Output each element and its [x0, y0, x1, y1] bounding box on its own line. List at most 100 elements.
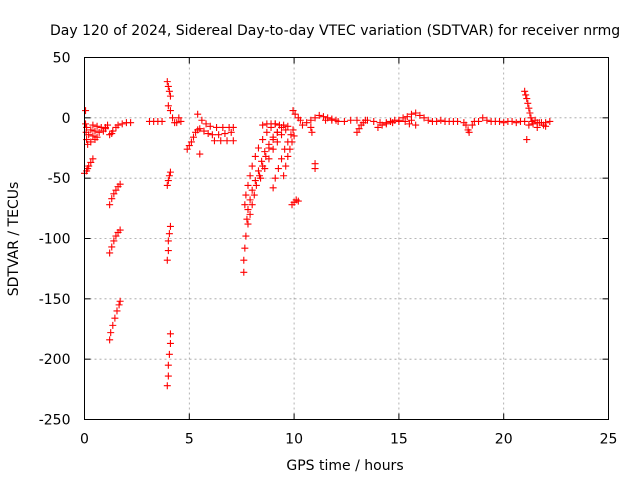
data-point-plus [525, 104, 533, 112]
x-tick-label: 15 [390, 432, 408, 448]
data-point-plus [353, 116, 361, 124]
data-point-plus [241, 201, 249, 209]
data-point-plus [244, 220, 252, 228]
data-point-plus [106, 336, 114, 344]
data-point-plus [110, 190, 118, 198]
data-point-plus [527, 114, 535, 122]
data-point-plus [113, 307, 121, 315]
data-point-plus [82, 120, 90, 128]
data-point-plus [204, 130, 212, 138]
data-point-plus [263, 128, 271, 136]
data-point-plus [82, 107, 90, 115]
data-point-plus [89, 155, 97, 163]
series-arc-02 [81, 155, 97, 177]
data-point-plus [546, 117, 554, 125]
data-point-plus [244, 181, 252, 189]
data-point-plus [533, 123, 541, 131]
series-arc-06 [106, 180, 124, 209]
data-point-plus [526, 109, 534, 117]
data-point-plus [334, 117, 342, 125]
data-point-plus [221, 130, 229, 138]
data-point-plus [108, 130, 116, 138]
data-point-plus [258, 157, 266, 165]
data-point-plus [250, 191, 258, 199]
data-point-plus [298, 121, 306, 129]
data-point-plus [382, 119, 390, 127]
data-point-plus [115, 301, 123, 309]
data-point-plus [454, 117, 462, 125]
data-point-plus [241, 244, 249, 252]
data-point-plus [246, 210, 254, 218]
data-point-plus [116, 297, 124, 305]
series-arc-35 [374, 116, 403, 131]
data-point-plus [175, 114, 183, 122]
data-point-plus [198, 116, 206, 124]
data-point-plus [248, 186, 256, 194]
data-point-plus [93, 122, 101, 130]
series-arc-37 [424, 116, 449, 125]
series-arc-27 [280, 132, 298, 180]
data-point-plus [84, 165, 92, 173]
series-arc-36 [399, 109, 428, 129]
data-point-plus [374, 123, 382, 131]
data-point-plus [265, 155, 273, 163]
data-point-plus [244, 206, 252, 214]
series-arc-17 [194, 110, 237, 131]
data-point-plus [91, 136, 99, 144]
data-point-plus [189, 133, 197, 141]
data-point-plus [259, 136, 267, 144]
data-point-plus [252, 181, 260, 189]
y-tick-labels: -250 -200 -150 -100 -50 0 50 [39, 51, 71, 429]
series-arc-41 [508, 117, 529, 127]
data-point-plus [91, 127, 99, 135]
series-arc-19 [210, 137, 237, 145]
data-point-plus [165, 172, 173, 180]
data-point-plus [223, 137, 231, 145]
data-point-plus [116, 180, 124, 188]
x-tick-label: 0 [80, 432, 89, 448]
data-point-plus [89, 121, 97, 129]
series-arc-08 [106, 297, 124, 344]
data-point-plus [522, 91, 530, 99]
data-points [81, 78, 554, 390]
data-point-plus [114, 121, 122, 129]
data-point-plus [278, 155, 286, 163]
data-point-plus [523, 95, 531, 103]
series-arc-14 [163, 330, 174, 390]
data-point-plus [111, 314, 119, 322]
data-point-plus [261, 148, 269, 156]
data-point-plus [259, 121, 267, 129]
data-point-plus [529, 120, 537, 128]
data-point-plus [164, 82, 172, 90]
data-point-plus [340, 117, 348, 125]
data-point-plus [319, 113, 327, 121]
series-arc-29 [289, 107, 304, 124]
series-arc-09 [118, 119, 135, 128]
data-point-plus [479, 114, 487, 122]
data-point-plus [308, 128, 316, 136]
data-point-plus [347, 116, 355, 124]
data-point-plus [210, 137, 218, 145]
data-point-plus [465, 128, 473, 136]
data-point-plus [95, 128, 103, 136]
y-tick-label: -200 [39, 352, 71, 368]
data-point-plus [248, 162, 256, 170]
data-point-plus [311, 165, 319, 173]
data-point-plus [254, 167, 262, 175]
data-point-plus [164, 361, 172, 369]
data-point-plus [521, 87, 529, 95]
series-arc-39 [460, 117, 483, 136]
data-point-plus [420, 114, 428, 122]
data-point-plus [278, 131, 286, 139]
data-point-plus [163, 382, 171, 390]
data-point-plus [296, 116, 304, 124]
series-arc-15 [173, 114, 185, 127]
series-arc-42 [521, 87, 536, 125]
data-point-plus [542, 122, 550, 130]
data-point-plus [229, 123, 237, 131]
data-point-plus [229, 137, 237, 145]
data-point-plus [271, 174, 279, 182]
data-point-plus [242, 232, 250, 240]
series-arc-10 [145, 117, 166, 125]
data-point-plus [307, 116, 315, 124]
